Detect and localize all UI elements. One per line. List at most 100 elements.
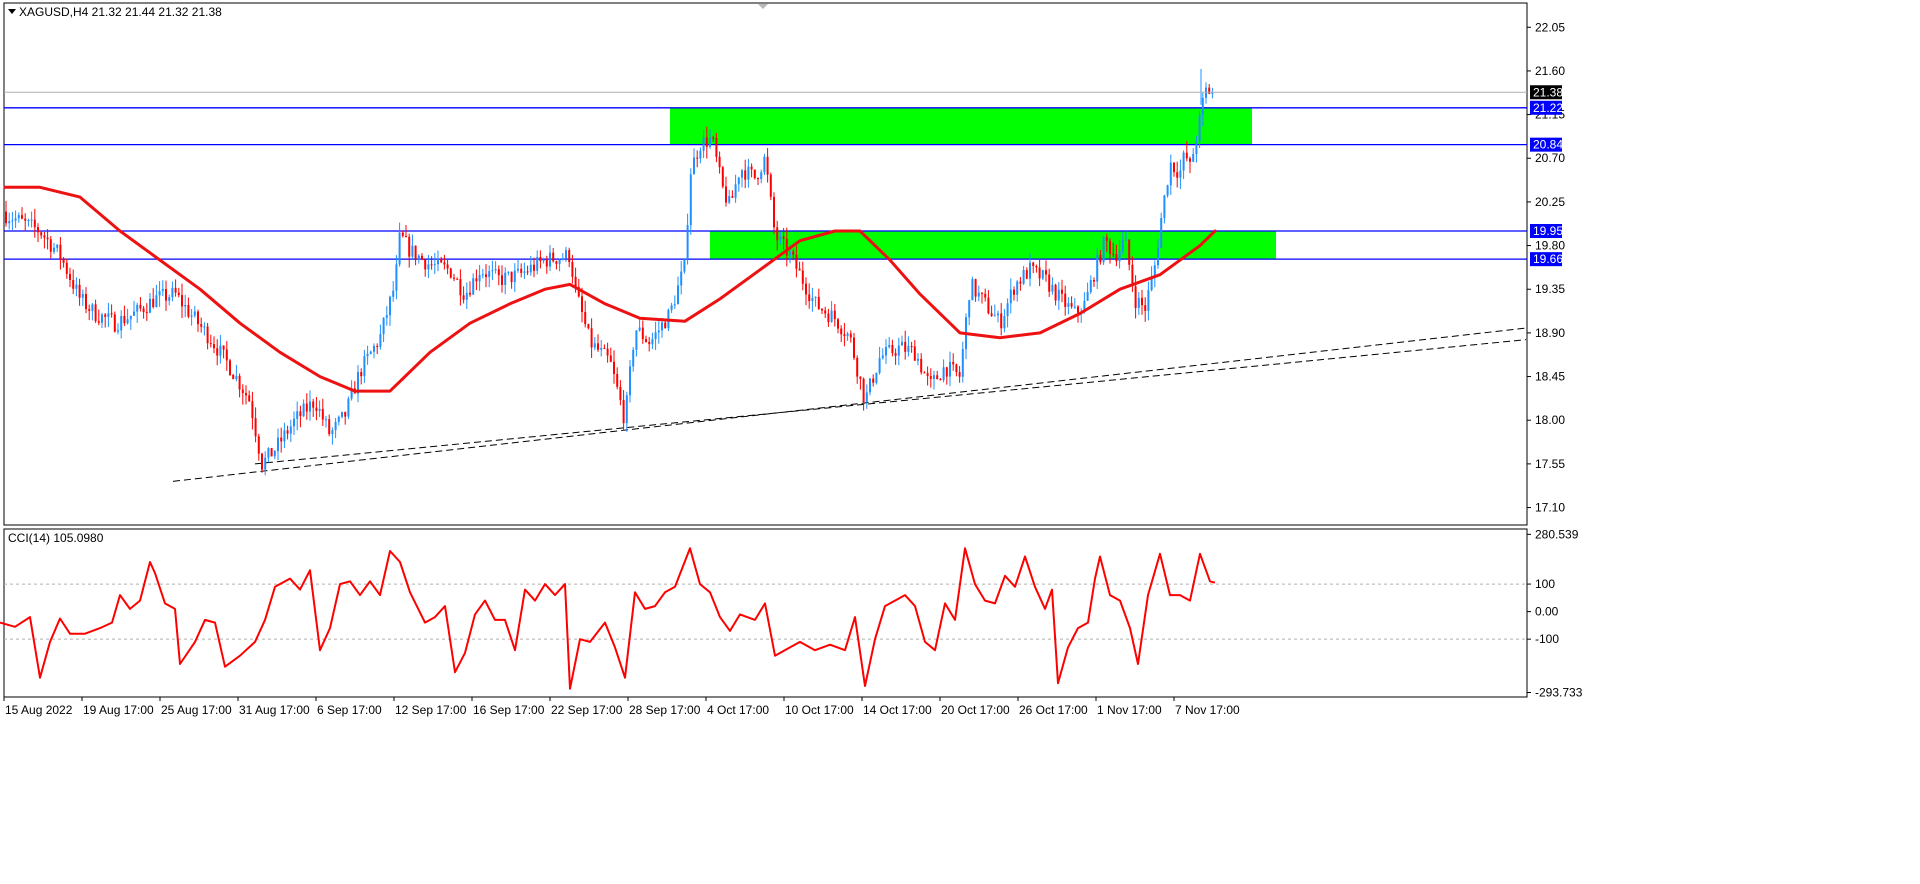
- candle-body: [945, 367, 948, 377]
- candle-body: [325, 419, 327, 421]
- candle-body: [629, 366, 631, 396]
- candle-body: [366, 353, 369, 357]
- price-panel[interactable]: XAGUSD,H4 21.32 21.44 21.32 21.38: [3, 2, 1528, 526]
- candle-body: [443, 262, 446, 265]
- cci-levels-layer: [4, 583, 1527, 640]
- candle-body: [693, 157, 695, 175]
- candle-body: [481, 274, 484, 276]
- candle-body: [1121, 240, 1124, 251]
- candle-body: [811, 297, 814, 302]
- trendline: [254, 339, 1527, 465]
- candle-body: [709, 137, 711, 147]
- cci-tick-label: 280.539: [1535, 527, 1579, 541]
- candle-body: [97, 321, 100, 323]
- candle-body: [795, 254, 798, 269]
- zones-layer: [670, 107, 1276, 260]
- candle-body: [1070, 303, 1073, 307]
- candle-body: [881, 355, 884, 359]
- candle-body: [219, 345, 222, 356]
- shift-marker-icon[interactable]: [758, 4, 768, 9]
- candle-body: [1073, 306, 1076, 308]
- time-tick-label: 25 Aug 17:00: [161, 703, 232, 717]
- candle-body: [1112, 253, 1115, 255]
- candle-body: [14, 218, 17, 221]
- candle-body: [181, 295, 183, 307]
- candle-body: [977, 292, 980, 297]
- candle-body: [837, 319, 839, 329]
- candle-body: [1035, 266, 1038, 268]
- price-tick-label: 18.90: [1535, 326, 1565, 340]
- candle-body: [885, 346, 887, 356]
- candle-body: [184, 304, 187, 307]
- candle-body: [331, 430, 334, 435]
- level-tag: [1530, 100, 1562, 115]
- candle-body: [209, 343, 212, 345]
- candle-body: [827, 313, 830, 323]
- candle-body: [488, 271, 491, 278]
- candle-body: [549, 252, 551, 267]
- candle-body: [846, 333, 849, 336]
- time-tick-label: 20 Oct 17:00: [941, 703, 1010, 717]
- candle-body: [577, 286, 580, 297]
- candle-body: [177, 292, 180, 296]
- chart-header: XAGUSD,H4 21.32 21.44 21.32 21.38: [8, 5, 222, 19]
- candle-body: [1118, 250, 1121, 262]
- candle-body: [1067, 303, 1070, 307]
- candle-body: [1051, 284, 1054, 292]
- candle-body: [1185, 152, 1188, 159]
- candle-body: [741, 170, 743, 178]
- candle-body: [856, 357, 859, 377]
- candle-body: [888, 345, 891, 347]
- candle-body: [485, 274, 487, 278]
- candle-body: [987, 297, 990, 314]
- candle-body: [1054, 284, 1057, 301]
- candle-body: [552, 252, 555, 262]
- price-tick-label: 18.45: [1535, 370, 1565, 384]
- candle-body: [305, 403, 308, 412]
- candle-body: [350, 388, 353, 399]
- candle-body: [341, 411, 343, 417]
- candle-body: [379, 334, 382, 347]
- candle-body: [798, 268, 801, 271]
- candle-body: [11, 220, 14, 222]
- level-tag-label: 19.95: [1533, 224, 1563, 238]
- candle-body: [1061, 289, 1063, 294]
- time-axis[interactable]: 15 Aug 2022 19 Aug 17:00 25 Aug 17:00 31 Au…: [3, 697, 1240, 717]
- candle-body: [440, 258, 443, 263]
- candle-body: [222, 345, 225, 350]
- candle-body: [21, 215, 23, 219]
- candle-body: [993, 315, 996, 317]
- candle-body: [302, 403, 305, 417]
- candle-body: [43, 235, 46, 238]
- candle-body: [1045, 270, 1047, 275]
- candle-body: [593, 343, 596, 348]
- candle-body: [232, 374, 235, 380]
- time-tick-label: 16 Sep 17:00: [473, 703, 545, 717]
- candle-body: [968, 300, 971, 318]
- cci-axis[interactable]: 280.539 100 0.00 -100 -293.733: [1527, 527, 1583, 700]
- candle-body: [165, 289, 167, 301]
- candle-body: [1038, 267, 1041, 279]
- candle-body: [875, 372, 878, 383]
- candle-body: [1048, 274, 1051, 292]
- candle-body: [385, 315, 388, 318]
- candle-body: [206, 326, 209, 344]
- candle-body: [449, 268, 452, 278]
- price-tick-label: 20.70: [1535, 151, 1565, 165]
- dropdown-triangle-icon[interactable]: [8, 9, 16, 14]
- candle-body: [497, 269, 500, 276]
- candle-body: [296, 411, 299, 419]
- candle-body: [78, 284, 81, 298]
- candle-body: [53, 247, 55, 252]
- time-tick-label: 1 Nov 17:00: [1097, 703, 1162, 717]
- candle-body: [830, 310, 833, 323]
- candle-body: [1173, 162, 1175, 173]
- candle-body: [75, 284, 78, 289]
- candle-body: [501, 275, 503, 285]
- price-axis[interactable]: 22.0521.6021.1520.7020.2519.8019.3518.90…: [1527, 20, 1565, 515]
- candle-body: [894, 353, 897, 356]
- time-tick-label: 31 Aug 17:00: [239, 703, 310, 717]
- candle-body: [1176, 172, 1179, 178]
- cci-panel[interactable]: CCI(14) 105.0980: [0, 528, 1528, 698]
